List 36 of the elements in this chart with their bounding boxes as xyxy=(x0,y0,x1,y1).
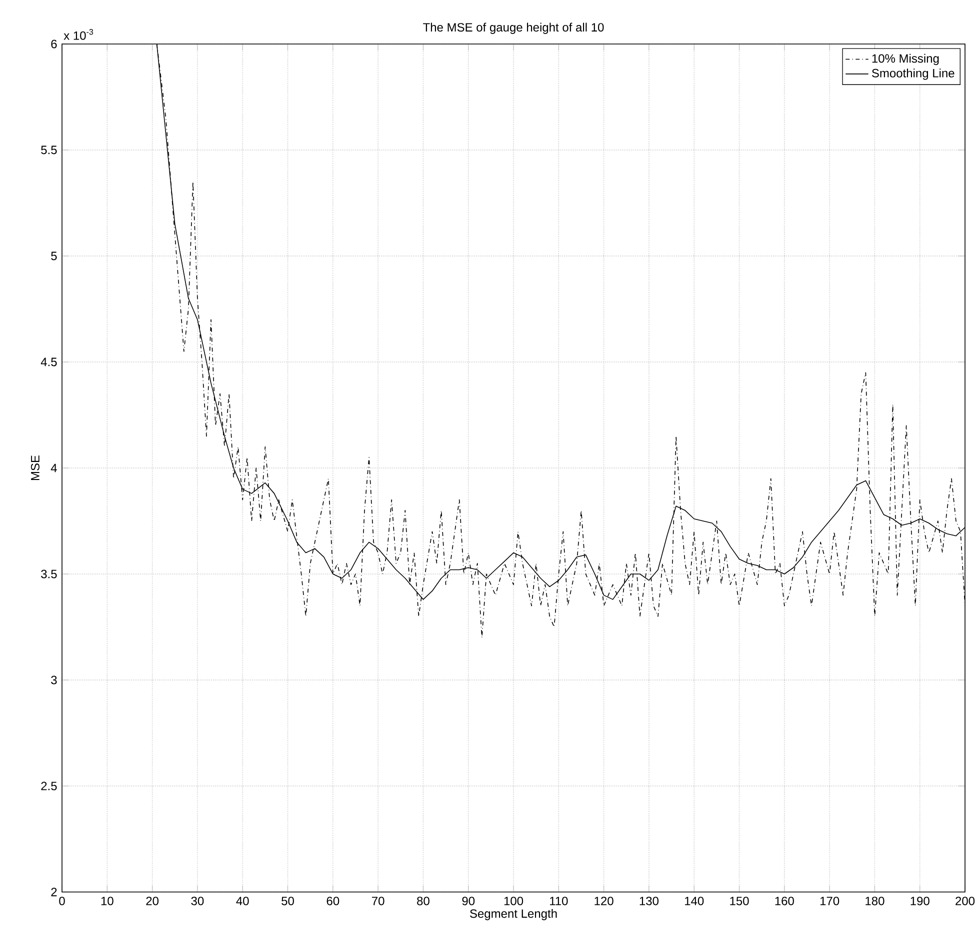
x-tick-label: 200 xyxy=(956,896,975,906)
y-tick-label: 6 xyxy=(51,40,57,48)
x-tick-label: 140 xyxy=(685,896,704,906)
y-tick-label: 4.5 xyxy=(40,358,57,366)
y-tick-label: 2.5 xyxy=(41,782,57,790)
y-axis-title: MSE xyxy=(30,456,40,480)
x-tick-label: 70 xyxy=(372,896,384,906)
x-axis-title: Segment Length xyxy=(470,909,557,920)
y-tick-label: 4 xyxy=(50,464,57,472)
x-tick-label: 150 xyxy=(730,896,749,906)
text: x 10$^{-3}$ xyxy=(64,29,94,40)
x-tick-label: 120 xyxy=(594,896,614,906)
x-tick-label: 30 xyxy=(191,896,204,906)
y-tick-label: 3 xyxy=(51,676,57,684)
x-tick-label: 0 xyxy=(59,896,65,906)
x-tick-label: 130 xyxy=(640,896,659,906)
chart-title: The MSE of gauge height of all 10 xyxy=(423,22,604,34)
x-tick-label: 170 xyxy=(820,896,840,906)
legend-label: Smoothing Line xyxy=(872,68,954,80)
x-tick-label: 10 xyxy=(101,896,114,906)
y-tick-label: 2 xyxy=(51,888,57,896)
y-tick-label: 5 xyxy=(51,252,57,260)
x-tick-label: 20 xyxy=(146,896,159,906)
legend-label: 10% Missing xyxy=(872,54,939,66)
x-tick-label: 60 xyxy=(326,896,340,906)
x-tick-label: 50 xyxy=(282,896,294,906)
x-tick-label: 40 xyxy=(236,896,249,906)
x-tick-label: 80 xyxy=(417,896,430,906)
x-tick-label: 190 xyxy=(910,896,930,906)
x-tick-label: 160 xyxy=(775,896,794,906)
y-tick-label: 3.5 xyxy=(41,570,57,578)
x-tick-label: 90 xyxy=(462,896,475,906)
x-tick-label: 110 xyxy=(550,896,568,906)
y-tick-label: 5.5 xyxy=(41,146,57,154)
x-tick-label: 180 xyxy=(866,896,884,906)
x-tick-label: 100 xyxy=(504,896,524,906)
